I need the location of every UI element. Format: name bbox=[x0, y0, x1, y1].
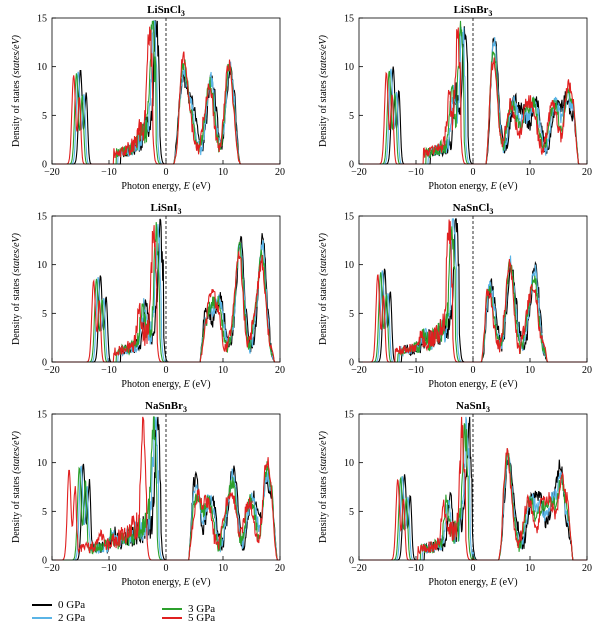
x-tick-label: 10 bbox=[218, 167, 228, 178]
y-tick-label: 5 bbox=[349, 111, 354, 122]
series-line-0-gpa bbox=[359, 416, 587, 561]
y-axis-label: Density of states (states/eV) bbox=[11, 430, 22, 543]
y-tick-label: 15 bbox=[344, 14, 354, 25]
y-tick-label: 10 bbox=[37, 260, 47, 271]
x-axis-label: Photon energy, E (eV) bbox=[428, 577, 517, 588]
panel-title-lisnbr3: LiSnBr3 bbox=[454, 4, 493, 18]
y-axis-label: Density of states (states/eV) bbox=[318, 430, 329, 543]
y-tick-label: 5 bbox=[42, 111, 47, 122]
panel-title-nasncl3: NaSnCl3 bbox=[453, 202, 494, 216]
panel-lisni3: LiSnI3 −20 −10 0 10 20 0 5 10 15 Photon energy, E … bbox=[11, 202, 285, 390]
x-axis-label: Photon energy, E (eV) bbox=[121, 577, 210, 588]
panel-nasni3: NaSnI3 −20 −10 0 10 20 0 5 10 15 Photon energy, E … bbox=[318, 400, 592, 588]
x-tick-label: 10 bbox=[525, 167, 535, 178]
x-tick-label: −10 bbox=[101, 167, 117, 178]
panel-title-nasni3: NaSnI3 bbox=[456, 400, 490, 414]
x-axis-label: Photon energy, E (eV) bbox=[428, 181, 517, 192]
y-axis-label: Density of states (states/eV) bbox=[11, 232, 22, 345]
y-axis-label: Density of states (states/eV) bbox=[318, 34, 329, 147]
y-tick-label: 0 bbox=[42, 160, 47, 171]
x-axis-label: Photon energy, E (eV) bbox=[121, 379, 210, 390]
y-tick-label: 0 bbox=[349, 556, 354, 567]
x-tick-label: −20 bbox=[351, 563, 367, 574]
x-tick-label: 0 bbox=[471, 167, 476, 178]
x-tick-label: −10 bbox=[408, 365, 424, 376]
x-tick-label: 20 bbox=[275, 167, 285, 178]
y-tick-label: 15 bbox=[37, 14, 47, 25]
panel-lisncl3: LiSnCl3 −20 −10 0 10 20 0 5 10 15 Photon energy, E… bbox=[11, 4, 285, 192]
x-tick-label: −10 bbox=[408, 563, 424, 574]
y-tick-label: 15 bbox=[344, 410, 354, 421]
y-tick-label: 10 bbox=[37, 62, 47, 73]
x-tick-label: 10 bbox=[525, 365, 535, 376]
panel-lisnbr3: LiSnBr3 −20 −10 0 10 20 0 5 10 15 Photon energy, E… bbox=[318, 4, 592, 192]
y-tick-label: 15 bbox=[344, 212, 354, 223]
series-line-3-gpa bbox=[359, 20, 587, 165]
x-tick-label: 0 bbox=[164, 365, 169, 376]
y-tick-label: 15 bbox=[37, 410, 47, 421]
x-tick-label: −20 bbox=[44, 167, 60, 178]
x-tick-label: 20 bbox=[582, 167, 592, 178]
y-tick-label: 0 bbox=[42, 358, 47, 369]
x-axis-label: Photon energy, E (eV) bbox=[428, 379, 517, 390]
x-tick-label: 20 bbox=[275, 563, 285, 574]
panel-title-lisncl3: LiSnCl3 bbox=[147, 4, 185, 18]
y-tick-label: 5 bbox=[42, 507, 47, 518]
series-line-0-gpa bbox=[359, 218, 587, 363]
series-line-2-gpa bbox=[359, 218, 587, 363]
y-tick-label: 5 bbox=[349, 309, 354, 320]
y-tick-label: 10 bbox=[37, 458, 47, 469]
x-tick-label: 10 bbox=[218, 563, 228, 574]
x-tick-label: 0 bbox=[471, 365, 476, 376]
x-tick-label: −10 bbox=[101, 563, 117, 574]
x-tick-label: −10 bbox=[408, 167, 424, 178]
panel-title-lisni3: LiSnI3 bbox=[151, 202, 182, 216]
x-tick-label: 0 bbox=[471, 563, 476, 574]
x-tick-label: 10 bbox=[525, 563, 535, 574]
x-tick-label: 20 bbox=[582, 365, 592, 376]
x-tick-label: 10 bbox=[218, 365, 228, 376]
panel-nasncl3: NaSnCl3 −20 −10 0 10 20 0 5 10 15 Photon energy, E… bbox=[318, 202, 592, 390]
y-tick-label: 0 bbox=[42, 556, 47, 567]
x-tick-label: −20 bbox=[351, 167, 367, 178]
x-tick-label: 0 bbox=[164, 167, 169, 178]
y-axis-label: Density of states (states/eV) bbox=[11, 34, 22, 147]
panel-title-nasnbr3: NaSnBr3 bbox=[145, 400, 187, 414]
y-tick-label: 10 bbox=[344, 260, 354, 271]
panel-nasnbr3: NaSnBr3 −20 −10 0 10 20 0 5 10 15 Photon energy, E… bbox=[11, 400, 285, 588]
y-tick-label: 15 bbox=[37, 212, 47, 223]
y-tick-label: 5 bbox=[42, 309, 47, 320]
x-tick-label: 0 bbox=[164, 563, 169, 574]
x-tick-label: 20 bbox=[582, 563, 592, 574]
x-tick-label: 20 bbox=[275, 365, 285, 376]
y-tick-label: 0 bbox=[349, 358, 354, 369]
y-tick-label: 5 bbox=[349, 507, 354, 518]
x-axis-label: Photon energy, E (eV) bbox=[121, 181, 210, 192]
series-line-5-gpa bbox=[359, 219, 587, 363]
series-line-0-gpa bbox=[52, 218, 280, 363]
y-tick-label: 10 bbox=[344, 458, 354, 469]
y-axis-label: Density of states (states/eV) bbox=[318, 232, 329, 345]
x-tick-label: −20 bbox=[44, 365, 60, 376]
x-tick-label: −20 bbox=[351, 365, 367, 376]
y-tick-label: 10 bbox=[344, 62, 354, 73]
x-tick-label: −20 bbox=[44, 563, 60, 574]
x-tick-label: −10 bbox=[101, 365, 117, 376]
y-tick-label: 0 bbox=[349, 160, 354, 171]
